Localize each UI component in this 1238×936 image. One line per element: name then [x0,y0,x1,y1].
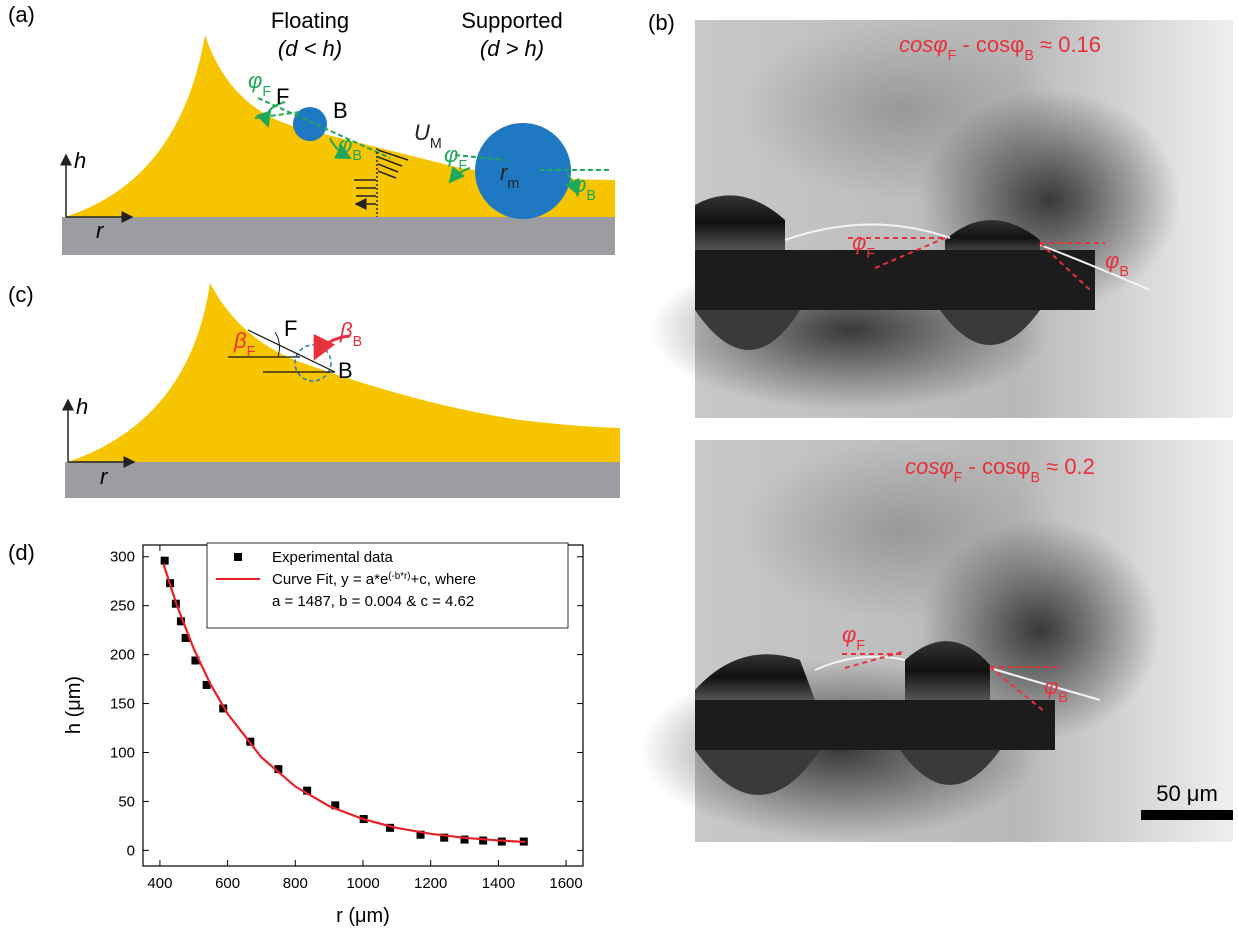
script-text: M [430,136,442,152]
scale-label: 50 μm [1156,781,1218,806]
photo: cosφF - cosφB ≈ 0.2 φF φB 50 μm [640,440,1233,842]
legend-note: a = 1487, b = 0.004 & c = 4.62 [272,593,474,610]
panel-label: (a) [8,2,35,27]
script-text: B [586,188,596,204]
photo: cosφF - cosφB ≈ 0.16 φF φB [650,20,1233,418]
text-part: +c, where [411,571,476,588]
script-text: F [948,48,957,64]
panel-label: (c) [8,282,34,307]
y-tick-label: 300 [110,549,135,566]
text-part: cosφ [899,32,948,57]
x-tick-label: 600 [215,875,240,892]
y-tick-label: 50 [118,793,135,810]
script-text: F [262,84,271,100]
panel-a: Floating (d < h) Supported (d > h) F B φ… [62,8,615,255]
label: (d > h) [480,36,544,61]
panel-b: cosφF - cosφB ≈ 0.16 φF φB cosφF - cosφB… [640,20,1233,842]
y-tick-label: 150 [110,696,135,713]
script-text: F [247,344,256,360]
label: F [276,84,289,109]
legend-label: Experimental data [272,549,394,566]
script-text: B [352,148,362,164]
x-axis-label: r (μm) [336,905,390,927]
label: Floating [271,8,349,33]
chart: r (μm) h (μm) 400 600 800 1000 1200 1400 1600 0… [63,543,583,927]
text-part: φ [572,172,586,197]
script-text: F [856,638,865,654]
scale-bar [1141,810,1233,820]
substrate [65,462,620,498]
y-tick-label: 100 [110,744,135,761]
script-text: (-b*r) [388,571,410,582]
text-part: φ [444,142,458,167]
y-axis-label: h (μm) [63,676,85,734]
panel-label: (d) [8,540,35,565]
y-tick-label: 200 [110,647,135,664]
text-part: cosφ [905,454,954,479]
x-tick-label: 400 [147,875,172,892]
label: Supported [461,8,563,33]
text-part: β [233,328,247,353]
x-tick-label: 1400 [482,875,515,892]
label: (d < h) [278,36,342,61]
script-text: B [353,334,363,350]
x-tick-label: 1600 [549,875,582,892]
label: φF [248,68,271,100]
x-tick-label: 800 [283,875,308,892]
script-text: B [1024,48,1034,64]
y-tick-label: 0 [127,842,135,859]
text-part: - cosφ [962,454,1030,479]
legend-marker [234,553,242,561]
figure: (a) (b) (c) (d) Floating (d < h) Support… [0,0,1238,936]
script-text: F [458,158,467,174]
text-part: ≈ 0.2 [1040,454,1095,479]
label: B [338,358,353,383]
label: F [284,316,297,341]
data-point [161,557,169,565]
label: UM [414,120,442,152]
label: h [76,394,88,419]
script-text: B [1058,690,1068,706]
panel-label: (b) [648,10,675,35]
script-text: F [866,246,875,262]
text-part: U [414,120,430,145]
substrate [62,217,615,255]
label: h [74,148,86,173]
x-tick-label: 1000 [346,875,379,892]
legend-label: Curve Fit, y = a*e(-b*r)+c, where [272,571,476,589]
text-part: φ [852,230,866,255]
label: B [333,98,348,123]
script-text: B [1030,470,1040,486]
text-part: φ [248,68,262,93]
text-part: Curve Fit, y = a*e [272,571,388,588]
text-part: φ [338,132,352,157]
text-part: φ [842,622,856,647]
text-part: β [339,318,353,343]
x-tick-label: 1200 [414,875,447,892]
y-tick-label: 250 [110,598,135,615]
text-part: φ [1044,674,1058,699]
script-text: F [954,470,963,486]
label: βB [339,318,362,350]
text-part: - cosφ [956,32,1024,57]
panel-c: F B βF βB h r [65,283,620,498]
script-text: B [1119,264,1129,280]
script-text: m [507,176,519,192]
text-part: ≈ 0.16 [1034,32,1101,57]
text-part: φ [1105,248,1119,273]
